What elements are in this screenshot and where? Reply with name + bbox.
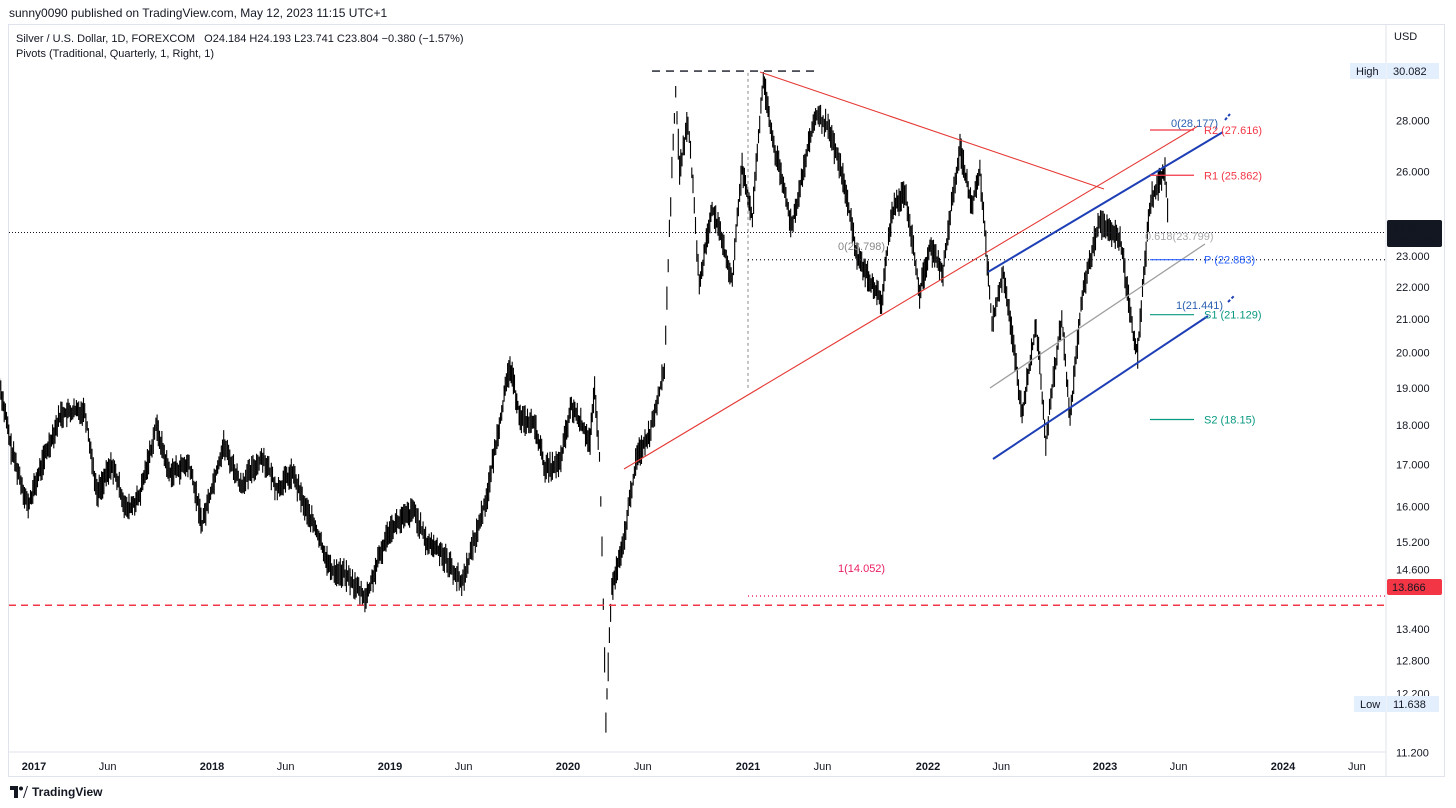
- y-tick-label: 14.600: [1396, 565, 1430, 577]
- x-tick-label: 2023: [1093, 761, 1117, 773]
- fib-label: 0(23.798): [838, 241, 885, 253]
- low-value: 11.638: [1393, 699, 1426, 711]
- x-axis-ticks: 2017 Jun 2018 Jun 2019 Jun 2020 Jun 2021 Jun 2022 J…: [22, 761, 1366, 773]
- x-tick-label: Jun: [1170, 761, 1188, 773]
- pivot-label: S1 (21.129): [1204, 310, 1261, 322]
- x-tick-label: 2018: [200, 761, 224, 773]
- y-tick-label: 18.000: [1396, 420, 1430, 432]
- y-tick-label: 19.000: [1396, 383, 1430, 395]
- last-price-countdown: 10:44:49: [1392, 235, 1435, 247]
- price-bars: [0, 71, 1169, 733]
- y-tick-label: 13.400: [1396, 624, 1430, 636]
- y-tick-label: 20.000: [1396, 348, 1430, 360]
- y-tick-label: 21.000: [1396, 314, 1430, 326]
- y-axis-unit-label: USD: [1394, 31, 1417, 43]
- y-tick-label: 28.000: [1396, 115, 1430, 127]
- channel-ext-upper: [1224, 113, 1231, 121]
- trendline-upper-red: [759, 71, 1105, 190]
- y-tick-label: 17.000: [1396, 460, 1430, 472]
- y-axis-ticks: 28.000 26.000 23.000 22.000 21.000 20.000 19.0…: [1396, 115, 1430, 759]
- indicator-row[interactable]: Pivots (Traditional, Quarterly, 1, Right…: [16, 48, 215, 60]
- brand-name: TradingView: [32, 785, 103, 799]
- x-tick-label: Jun: [992, 761, 1010, 773]
- low-tag-label: Low: [1360, 699, 1380, 711]
- chart-legend: Silver / U.S. Dollar, 1D, FOREXCOM O24.1…: [16, 32, 464, 62]
- pivot-label: S2 (18.15): [1204, 415, 1255, 427]
- y-tick-label: 16.000: [1396, 501, 1430, 513]
- x-tick-label: 2019: [378, 761, 402, 773]
- high-tag-bg: [1350, 63, 1386, 79]
- close-value: C23.804: [336, 33, 379, 45]
- high-value: H24.193: [249, 33, 292, 45]
- low-value-bg: [1387, 696, 1439, 712]
- x-tick-label: 2022: [916, 761, 940, 773]
- channel-ext-lower: [1227, 295, 1235, 303]
- y-tick-label: 12.800: [1396, 655, 1430, 667]
- channel-lower-line: [992, 315, 1209, 460]
- pivot-levels: R2 (27.616) R1 (25.862) P (22.883) S1 (21.1…: [1150, 125, 1262, 427]
- y-tick-label: 22.000: [1396, 282, 1430, 294]
- fib-label: 1(14.052): [838, 563, 885, 575]
- open-value: O24.184: [204, 33, 247, 45]
- y-tick-label: 11.200: [1396, 748, 1429, 760]
- price-series-group: [0, 71, 1169, 733]
- pivot-label: R2 (27.616): [1204, 125, 1262, 137]
- x-tick-label: Jun: [455, 761, 473, 773]
- chart-frame: [8, 24, 1445, 777]
- line-value: 13.866: [1392, 582, 1426, 594]
- last-price-value: 23.804: [1392, 223, 1426, 235]
- fib-label: 0(28.177): [1171, 118, 1218, 130]
- fib-label: 0.618(23.799): [1145, 231, 1214, 243]
- y-tick-label: 23.000: [1396, 251, 1430, 263]
- low-value: L23.741: [294, 33, 334, 45]
- y-tick-label: 15.200: [1396, 537, 1430, 549]
- line-value-bg: [1387, 579, 1442, 595]
- x-tick-label: Jun: [1348, 761, 1366, 773]
- symbol-name[interactable]: Silver / U.S. Dollar, 1D, FOREXCOM: [16, 33, 196, 45]
- high-value-bg: [1387, 63, 1439, 79]
- pivot-label: P (22.883): [1204, 255, 1255, 267]
- publisher-line: sunny0090 published on TradingView.com, …: [9, 6, 388, 20]
- x-tick-label: 2020: [556, 761, 580, 773]
- tradingview-logo-icon: [10, 786, 28, 798]
- symbol-row: Silver / U.S. Dollar, 1D, FOREXCOM O24.1…: [16, 32, 464, 47]
- tradingview-brand[interactable]: TradingView: [10, 785, 102, 799]
- trendline-lower-red: [623, 125, 1199, 470]
- channel-upper-line: [987, 131, 1224, 273]
- x-tick-label: Jun: [99, 761, 117, 773]
- pivot-label: R1 (25.862): [1204, 170, 1262, 182]
- x-tick-label: Jun: [277, 761, 295, 773]
- y-tick-label: 26.000: [1396, 167, 1430, 179]
- x-tick-label: 2017: [22, 761, 46, 773]
- x-tick-label: Jun: [814, 761, 832, 773]
- fib-label: 1(21.441): [1176, 300, 1223, 312]
- x-tick-label: 2024: [1271, 761, 1296, 773]
- x-tick-label: Jun: [634, 761, 652, 773]
- x-tick-label: 2021: [736, 761, 760, 773]
- high-tag-label: High: [1356, 66, 1379, 78]
- change-value: −0.380 (−1.57%): [381, 33, 464, 45]
- last-price-bg: [1387, 220, 1442, 247]
- high-value: 30.082: [1393, 66, 1427, 78]
- low-tag-bg: [1354, 696, 1386, 712]
- channel-mid-line: [989, 243, 1206, 389]
- fib-labels: 0(28.177) 1(21.441) 0(23.798) 0.618(23.799)…: [838, 118, 1223, 575]
